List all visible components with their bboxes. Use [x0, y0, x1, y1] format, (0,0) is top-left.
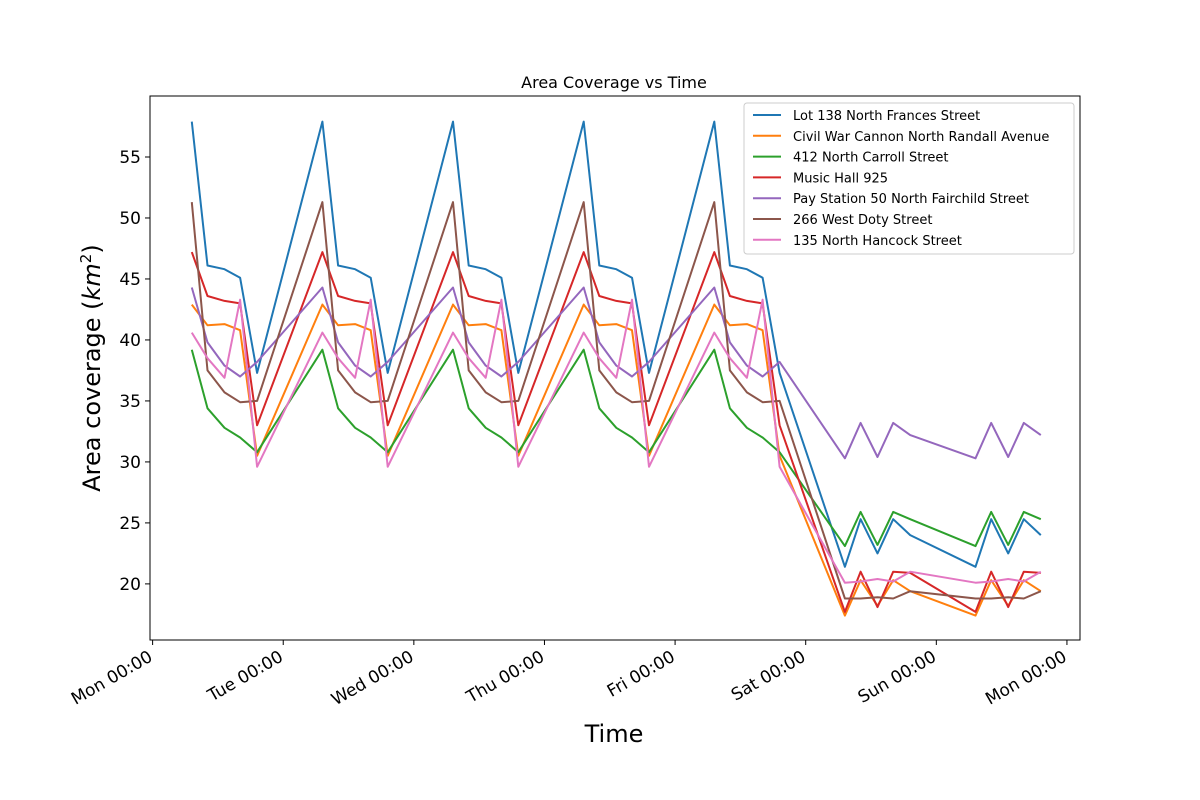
y-tick-label: 50: [119, 209, 141, 229]
legend-label: 135 North Hancock Street: [793, 234, 962, 249]
y-axis: 20 25 30 35 40 45 50 55: [119, 148, 150, 595]
legend-label: Music Hall 925: [793, 171, 888, 186]
legend-label: Pay Station 50 North Fairchild Street: [793, 192, 1029, 207]
series-line: [190, 201, 1042, 600]
series-lines: [190, 120, 1042, 617]
series-line: [190, 348, 1042, 548]
y-tick-label: 35: [119, 392, 141, 412]
legend-label: 266 West Doty Street: [793, 213, 932, 228]
axes-frame: [149, 95, 1081, 641]
legend-label: Civil War Cannon North Randall Avenue: [793, 130, 1049, 145]
series-line: [190, 298, 1042, 584]
y-tick-label: 55: [119, 148, 141, 168]
legend-label: Lot 138 North Frances Street: [793, 109, 980, 124]
y-tick-label: 40: [119, 331, 141, 351]
y-tick-label: 25: [119, 514, 141, 534]
x-axis-label: Time: [584, 720, 644, 748]
series-line: [190, 120, 1042, 568]
y-tick-label: 30: [119, 453, 141, 473]
legend: Lot 138 North Frances Street Civil War Ca…: [743, 102, 1075, 255]
y-axis-label: Area coverage (km2): [77, 244, 106, 491]
chart-title: Area Coverage vs Time: [521, 73, 707, 92]
series-line: [190, 251, 1041, 613]
legend-box: [743, 102, 1075, 255]
y-tick-label: 45: [119, 270, 141, 290]
y-tick-label: 20: [119, 575, 141, 595]
plot-area: [149, 95, 1081, 641]
legend-label: 412 North Carroll Street: [793, 151, 948, 166]
